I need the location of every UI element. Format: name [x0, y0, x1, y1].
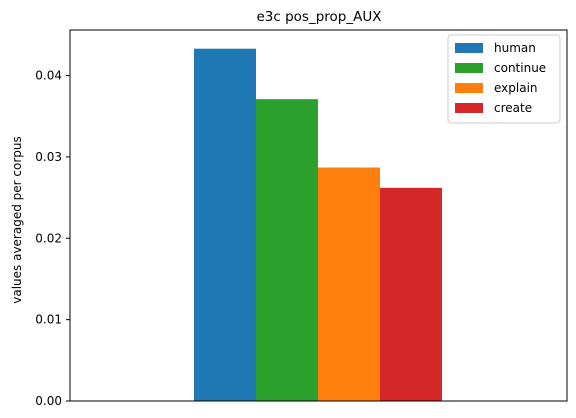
legend-swatch-create: [455, 103, 483, 113]
legend-box: [447, 34, 561, 124]
legend-label-continue: continue: [494, 61, 546, 75]
bars-group: [194, 48, 442, 402]
bar-continue: [256, 99, 318, 401]
legend-label-explain: explain: [494, 81, 538, 95]
bar-explain: [318, 167, 380, 401]
y-tick-label: 0.00: [35, 394, 62, 408]
legend-swatch-human: [455, 43, 483, 53]
bar-create: [380, 187, 442, 401]
y-axis-label: values averaged per corpus: [10, 136, 24, 304]
legend-label-create: create: [494, 101, 532, 115]
chart-title: e3c pos_prop_AUX: [257, 9, 382, 25]
plot-frame: [69, 29, 568, 402]
y-tick-label: 0.04: [35, 69, 62, 83]
y-tick-label: 0.01: [35, 313, 62, 327]
legend-swatch-continue: [455, 63, 483, 73]
legend-label-human: human: [494, 41, 536, 55]
y-axis-ticks: 0.00 0.01 0.02 0.03 0.04: [35, 69, 70, 408]
legend-swatch-explain: [455, 83, 483, 93]
legend: human continue explain create: [447, 34, 561, 124]
y-tick-label: 0.03: [35, 150, 62, 164]
y-tick-label: 0.02: [35, 231, 62, 245]
bar-human: [194, 48, 256, 402]
